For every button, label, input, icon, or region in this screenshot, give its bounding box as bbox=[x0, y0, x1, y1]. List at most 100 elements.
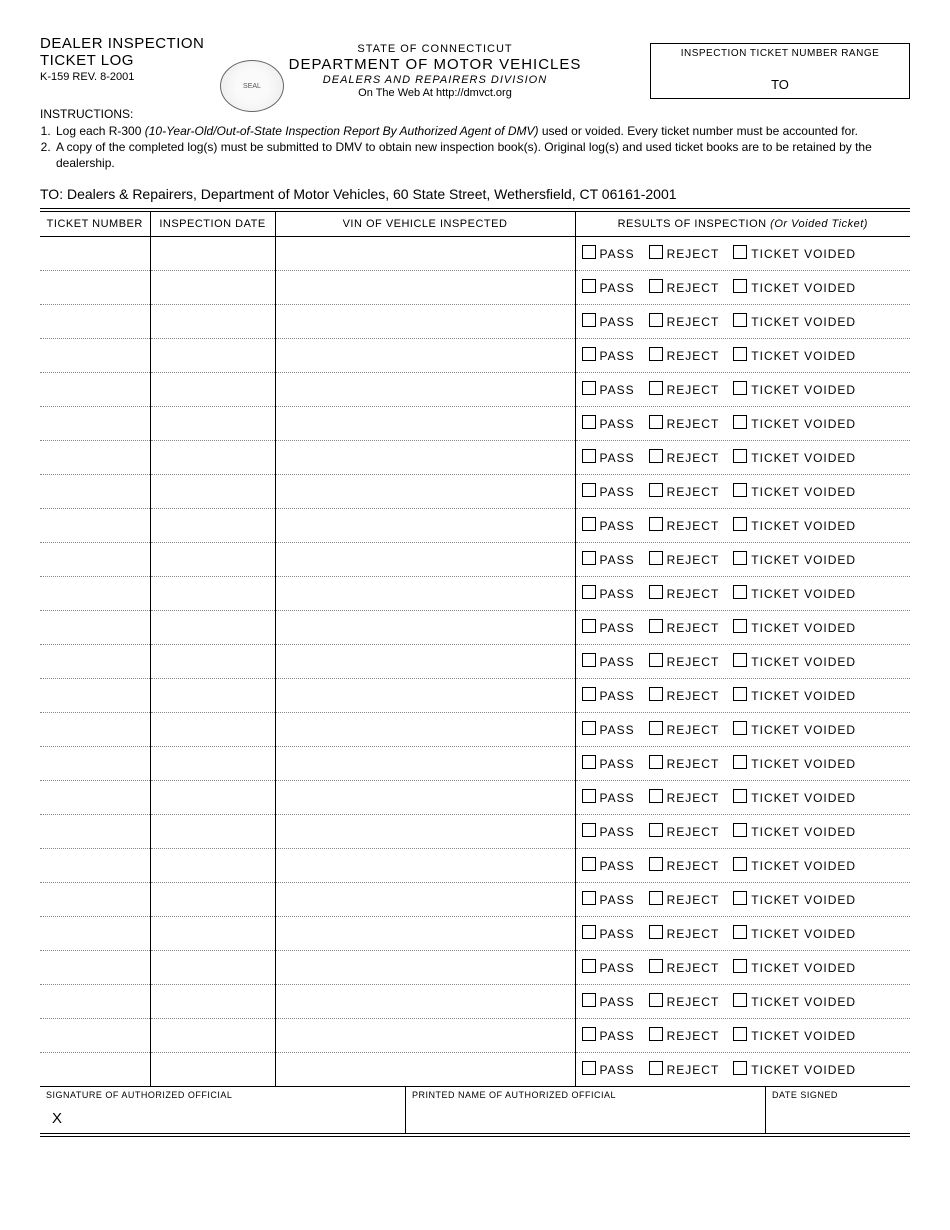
ticket-number-cell[interactable] bbox=[40, 678, 150, 712]
voided-checkbox[interactable] bbox=[733, 483, 747, 497]
inspection-date-cell[interactable] bbox=[150, 814, 275, 848]
pass-checkbox[interactable] bbox=[582, 789, 596, 803]
voided-checkbox[interactable] bbox=[733, 585, 747, 599]
reject-checkbox[interactable] bbox=[649, 279, 663, 293]
printed-name-cell[interactable]: PRINTED NAME OF AUTHORIZED OFFICIAL bbox=[405, 1087, 765, 1133]
reject-checkbox[interactable] bbox=[649, 653, 663, 667]
reject-checkbox[interactable] bbox=[649, 1027, 663, 1041]
ticket-number-cell[interactable] bbox=[40, 1018, 150, 1052]
reject-checkbox[interactable] bbox=[649, 347, 663, 361]
voided-checkbox[interactable] bbox=[733, 789, 747, 803]
vin-cell[interactable] bbox=[275, 270, 575, 304]
reject-checkbox[interactable] bbox=[649, 313, 663, 327]
pass-checkbox[interactable] bbox=[582, 381, 596, 395]
vin-cell[interactable] bbox=[275, 882, 575, 916]
reject-checkbox[interactable] bbox=[649, 585, 663, 599]
inspection-date-cell[interactable] bbox=[150, 508, 275, 542]
ticket-number-cell[interactable] bbox=[40, 780, 150, 814]
ticket-number-cell[interactable] bbox=[40, 848, 150, 882]
reject-checkbox[interactable] bbox=[649, 449, 663, 463]
ticket-number-cell[interactable] bbox=[40, 440, 150, 474]
date-signed-cell[interactable]: DATE SIGNED bbox=[765, 1087, 910, 1133]
inspection-date-cell[interactable] bbox=[150, 644, 275, 678]
reject-checkbox[interactable] bbox=[649, 415, 663, 429]
voided-checkbox[interactable] bbox=[733, 1061, 747, 1075]
reject-checkbox[interactable] bbox=[649, 381, 663, 395]
voided-checkbox[interactable] bbox=[733, 653, 747, 667]
ticket-number-cell[interactable] bbox=[40, 542, 150, 576]
inspection-date-cell[interactable] bbox=[150, 304, 275, 338]
inspection-date-cell[interactable] bbox=[150, 882, 275, 916]
voided-checkbox[interactable] bbox=[733, 993, 747, 1007]
voided-checkbox[interactable] bbox=[733, 1027, 747, 1041]
inspection-date-cell[interactable] bbox=[150, 440, 275, 474]
pass-checkbox[interactable] bbox=[582, 993, 596, 1007]
vin-cell[interactable] bbox=[275, 712, 575, 746]
voided-checkbox[interactable] bbox=[733, 959, 747, 973]
vin-cell[interactable] bbox=[275, 916, 575, 950]
voided-checkbox[interactable] bbox=[733, 857, 747, 871]
inspection-date-cell[interactable] bbox=[150, 338, 275, 372]
vin-cell[interactable] bbox=[275, 508, 575, 542]
voided-checkbox[interactable] bbox=[733, 279, 747, 293]
voided-checkbox[interactable] bbox=[733, 891, 747, 905]
inspection-date-cell[interactable] bbox=[150, 474, 275, 508]
reject-checkbox[interactable] bbox=[649, 551, 663, 565]
ticket-number-cell[interactable] bbox=[40, 372, 150, 406]
ticket-number-cell[interactable] bbox=[40, 508, 150, 542]
pass-checkbox[interactable] bbox=[582, 347, 596, 361]
inspection-date-cell[interactable] bbox=[150, 236, 275, 270]
voided-checkbox[interactable] bbox=[733, 721, 747, 735]
inspection-date-cell[interactable] bbox=[150, 270, 275, 304]
reject-checkbox[interactable] bbox=[649, 993, 663, 1007]
ticket-number-cell[interactable] bbox=[40, 814, 150, 848]
reject-checkbox[interactable] bbox=[649, 857, 663, 871]
ticket-number-cell[interactable] bbox=[40, 576, 150, 610]
ticket-number-cell[interactable] bbox=[40, 304, 150, 338]
inspection-date-cell[interactable] bbox=[150, 1018, 275, 1052]
vin-cell[interactable] bbox=[275, 780, 575, 814]
reject-checkbox[interactable] bbox=[649, 823, 663, 837]
pass-checkbox[interactable] bbox=[582, 891, 596, 905]
reject-checkbox[interactable] bbox=[649, 721, 663, 735]
pass-checkbox[interactable] bbox=[582, 245, 596, 259]
reject-checkbox[interactable] bbox=[649, 755, 663, 769]
pass-checkbox[interactable] bbox=[582, 823, 596, 837]
voided-checkbox[interactable] bbox=[733, 381, 747, 395]
vin-cell[interactable] bbox=[275, 984, 575, 1018]
pass-checkbox[interactable] bbox=[582, 449, 596, 463]
reject-checkbox[interactable] bbox=[649, 925, 663, 939]
inspection-date-cell[interactable] bbox=[150, 950, 275, 984]
inspection-date-cell[interactable] bbox=[150, 678, 275, 712]
vin-cell[interactable] bbox=[275, 474, 575, 508]
voided-checkbox[interactable] bbox=[733, 313, 747, 327]
reject-checkbox[interactable] bbox=[649, 619, 663, 633]
pass-checkbox[interactable] bbox=[582, 279, 596, 293]
inspection-date-cell[interactable] bbox=[150, 746, 275, 780]
ticket-number-cell[interactable] bbox=[40, 406, 150, 440]
reject-checkbox[interactable] bbox=[649, 483, 663, 497]
voided-checkbox[interactable] bbox=[733, 415, 747, 429]
pass-checkbox[interactable] bbox=[582, 925, 596, 939]
ticket-number-cell[interactable] bbox=[40, 338, 150, 372]
pass-checkbox[interactable] bbox=[582, 857, 596, 871]
pass-checkbox[interactable] bbox=[582, 585, 596, 599]
vin-cell[interactable] bbox=[275, 542, 575, 576]
reject-checkbox[interactable] bbox=[649, 1061, 663, 1075]
inspection-date-cell[interactable] bbox=[150, 406, 275, 440]
reject-checkbox[interactable] bbox=[649, 517, 663, 531]
ticket-range-box[interactable]: INSPECTION TICKET NUMBER RANGE TO bbox=[650, 43, 910, 99]
voided-checkbox[interactable] bbox=[733, 755, 747, 769]
vin-cell[interactable] bbox=[275, 576, 575, 610]
vin-cell[interactable] bbox=[275, 950, 575, 984]
reject-checkbox[interactable] bbox=[649, 245, 663, 259]
voided-checkbox[interactable] bbox=[733, 347, 747, 361]
ticket-number-cell[interactable] bbox=[40, 474, 150, 508]
reject-checkbox[interactable] bbox=[649, 959, 663, 973]
ticket-number-cell[interactable] bbox=[40, 236, 150, 270]
ticket-number-cell[interactable] bbox=[40, 882, 150, 916]
vin-cell[interactable] bbox=[275, 406, 575, 440]
vin-cell[interactable] bbox=[275, 814, 575, 848]
pass-checkbox[interactable] bbox=[582, 721, 596, 735]
voided-checkbox[interactable] bbox=[733, 823, 747, 837]
